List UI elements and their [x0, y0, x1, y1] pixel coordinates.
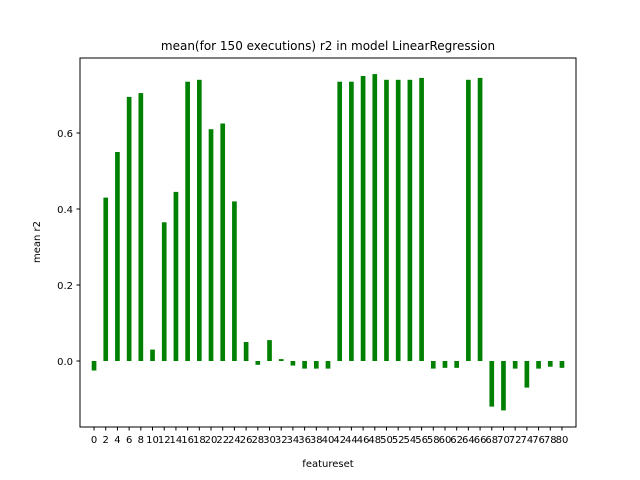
x-tick-label: 2 — [103, 435, 109, 446]
bar — [407, 79, 413, 362]
bar — [255, 361, 261, 365]
bar — [115, 152, 120, 361]
bar — [430, 361, 436, 369]
bar — [185, 81, 190, 361]
bar — [325, 361, 331, 369]
bar — [395, 79, 401, 362]
bar — [512, 361, 518, 369]
y-tick-label: 0.2 — [57, 281, 73, 292]
x-tick-label: 36 — [298, 435, 311, 446]
x-tick-label: 8 — [138, 435, 144, 446]
x-tick-label: 0 — [91, 435, 97, 446]
bars-group — [91, 74, 565, 411]
bar — [232, 201, 237, 361]
bar — [337, 81, 343, 361]
bar — [103, 197, 109, 361]
x-tick-label: 18 — [193, 435, 206, 446]
y-tick-label: 0.0 — [57, 357, 73, 368]
bar — [454, 361, 460, 368]
bar — [442, 361, 448, 368]
bar — [524, 361, 530, 388]
x-axis: 0 2 4 6 8 10121416182022242628303234363840424… — [91, 427, 568, 446]
bar — [290, 361, 296, 366]
x-tick-label: 50 — [380, 435, 393, 446]
chart-title: mean(for 150 executions) r2 in model Lin… — [161, 39, 495, 53]
x-tick-label: 54 — [404, 435, 417, 446]
x-tick-label: 28 — [251, 435, 264, 446]
bar — [501, 361, 506, 411]
x-tick-label: 10 — [146, 435, 159, 446]
x-tick-label: 74 — [521, 435, 534, 446]
x-tick-label: 76 — [532, 435, 545, 446]
bar — [220, 123, 226, 361]
x-tick-label: 66 — [474, 435, 487, 446]
x-tick-label: 72 — [509, 435, 522, 446]
bar — [278, 359, 284, 361]
bar — [91, 361, 97, 371]
bar — [466, 79, 471, 362]
bar — [349, 81, 354, 361]
bar — [243, 342, 249, 361]
bar — [138, 93, 144, 361]
bar — [384, 79, 389, 362]
y-axis-label: mean r2 — [32, 221, 43, 263]
bar — [173, 191, 179, 361]
x-tick-label: 22 — [216, 435, 229, 446]
bar — [126, 96, 132, 362]
x-tick-label: 42 — [333, 435, 346, 446]
x-tick-label: 70 — [497, 435, 510, 446]
x-tick-label: 12 — [158, 435, 171, 446]
x-tick-label: 48 — [368, 435, 381, 446]
x-tick-label: 64 — [462, 435, 475, 446]
x-tick-label: 4 — [114, 435, 120, 446]
bar — [372, 74, 378, 361]
x-tick-label: 52 — [392, 435, 405, 446]
x-tick-label: 68 — [485, 435, 498, 446]
x-tick-label: 40 — [322, 435, 335, 446]
x-tick-label: 20 — [205, 435, 218, 446]
bar — [477, 77, 483, 362]
y-tick-label: 0.4 — [57, 205, 73, 216]
bar — [489, 361, 495, 407]
x-tick-label: 6 — [126, 435, 132, 446]
x-tick-label: 44 — [345, 435, 358, 446]
x-tick-label: 34 — [287, 435, 300, 446]
x-tick-label: 14 — [170, 435, 183, 446]
y-axis: 0.0 0.2 0.4 0.6 — [57, 129, 80, 368]
x-tick-label: 30 — [263, 435, 276, 446]
x-tick-label: 78 — [544, 435, 557, 446]
x-tick-label: 16 — [181, 435, 194, 446]
bar — [419, 77, 424, 362]
x-tick-label: 60 — [439, 435, 452, 446]
x-tick-label: 80 — [556, 435, 569, 446]
bar — [208, 129, 214, 361]
x-tick-label: 24 — [228, 435, 241, 446]
bar — [161, 222, 167, 361]
bar — [302, 361, 307, 369]
x-tick-label: 56 — [415, 435, 428, 446]
x-tick-label: 38 — [310, 435, 323, 446]
bar — [196, 79, 202, 362]
bar — [547, 361, 553, 367]
x-tick-label: 58 — [427, 435, 440, 446]
bar — [559, 361, 565, 368]
x-tick-label: 32 — [275, 435, 288, 446]
bar — [536, 361, 541, 369]
bar — [313, 361, 319, 369]
x-tick-label: 46 — [357, 435, 370, 446]
x-tick-label: 26 — [240, 435, 253, 446]
x-axis-label: featureset — [302, 459, 353, 470]
bar — [360, 76, 366, 361]
bar — [150, 349, 155, 361]
bar — [267, 340, 272, 361]
y-tick-label: 0.6 — [57, 129, 73, 140]
x-tick-label: 62 — [450, 435, 463, 446]
